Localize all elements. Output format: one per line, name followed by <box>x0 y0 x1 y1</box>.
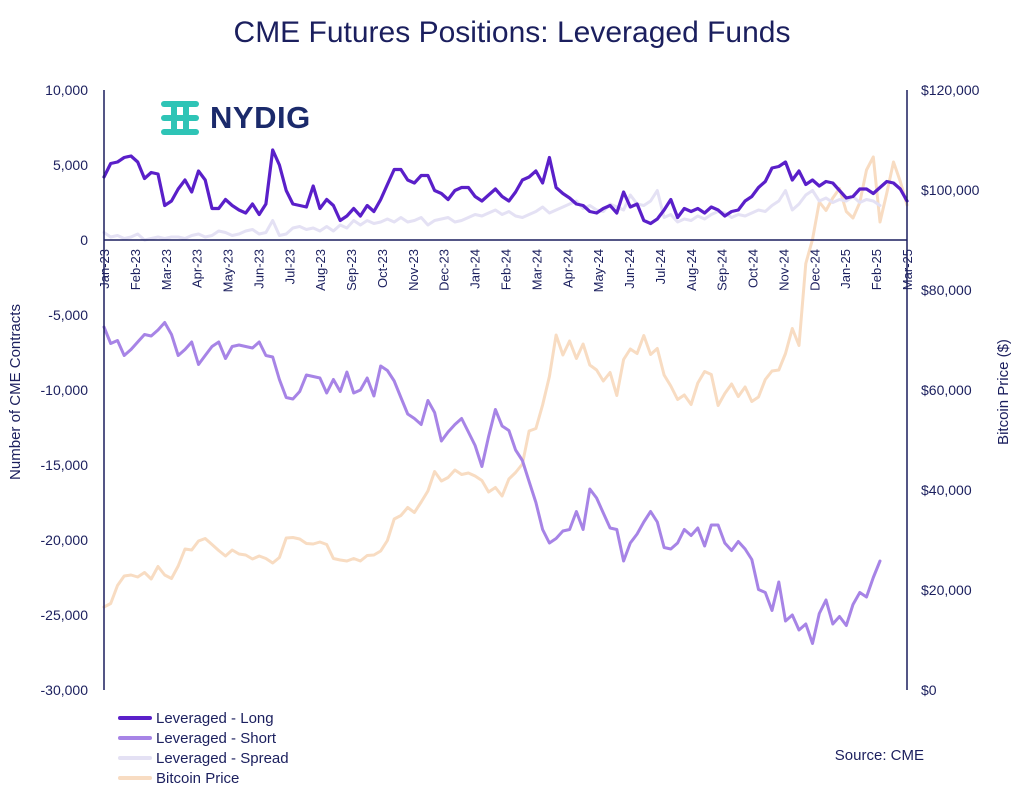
y-tick-label: -30,000 <box>41 682 89 698</box>
y-tick-label: -25,000 <box>41 607 89 623</box>
series-line-leveraged-short <box>102 321 882 645</box>
x-tick-label: Oct-23 <box>375 249 390 288</box>
series-line-leveraged-spread <box>102 189 882 242</box>
x-tick-label: May-24 <box>591 249 606 292</box>
y-axis-title: Number of CME Contracts <box>7 304 24 480</box>
y2-axis-title: Bitcoin Price ($) <box>995 339 1012 445</box>
y-tick-label: 10,000 <box>45 82 88 98</box>
nydig-logo: NYDIG <box>158 98 311 138</box>
x-tick-label: Feb-25 <box>869 249 884 290</box>
legend-swatch-short <box>118 736 152 740</box>
legend-item-short: Leveraged - Short <box>118 728 289 748</box>
x-tick-label: Aug-23 <box>313 249 328 291</box>
y2-tick-label: $100,000 <box>921 182 980 198</box>
x-tick-label: Mar-25 <box>900 249 915 290</box>
nydig-logo-icon <box>161 101 199 135</box>
x-tick-label: Feb-23 <box>128 249 143 290</box>
x-tick-label: Apr-23 <box>190 249 205 288</box>
x-tick-label: Nov-24 <box>776 249 791 291</box>
legend-swatch-spread <box>118 756 152 760</box>
x-tick-label: Apr-24 <box>560 249 575 288</box>
x-tick-label: Dec-23 <box>437 249 452 291</box>
legend-item-btc: Bitcoin Price <box>118 768 289 788</box>
y-tick-label: -5,000 <box>48 307 88 323</box>
y2-tick-label: $40,000 <box>921 482 972 498</box>
legend-swatch-btc <box>118 776 152 780</box>
x-tick-label: Jun-24 <box>622 249 637 289</box>
x-tick-label: Dec-24 <box>807 249 822 291</box>
y2-tick-label: $0 <box>921 682 937 698</box>
y2-tick-label: $80,000 <box>921 282 972 298</box>
x-tick-label: Mar-23 <box>159 249 174 290</box>
y-tick-label: -20,000 <box>41 532 89 548</box>
x-tick-label: Sep-23 <box>344 249 359 291</box>
y2-tick-label: $120,000 <box>921 82 980 98</box>
legend-label-spread: Leveraged - Spread <box>156 749 289 767</box>
legend-item-long: Leveraged - Long <box>118 708 289 728</box>
legend-label-short: Leveraged - Short <box>156 729 277 747</box>
x-tick-label: Nov-23 <box>406 249 421 291</box>
series-line-bitcoin-price <box>102 155 909 609</box>
y-tick-label: -10,000 <box>41 382 89 398</box>
y-tick-label: 0 <box>80 232 88 248</box>
legend-item-spread: Leveraged - Spread <box>118 748 289 768</box>
series-line-leveraged-long <box>102 148 909 226</box>
chart-title: CME Futures Positions: Leveraged Funds <box>233 16 791 49</box>
x-tick-label: May-23 <box>221 249 236 292</box>
x-tick-label: Jan-24 <box>468 249 483 289</box>
x-tick-label: Aug-24 <box>684 249 699 291</box>
x-tick-label: Jan-25 <box>838 249 853 289</box>
x-tick-label: Mar-24 <box>529 249 544 290</box>
logo-text: NYDIG <box>210 100 311 135</box>
y2-tick-label: $60,000 <box>921 382 972 398</box>
legend-swatch-long <box>118 716 152 720</box>
x-tick-label: Jun-23 <box>251 249 266 289</box>
y-tick-label: -15,000 <box>41 457 89 473</box>
x-tick-label: Sep-24 <box>715 249 730 291</box>
x-tick-label: Jul-23 <box>282 249 297 284</box>
x-tick-label: Jul-24 <box>653 249 668 284</box>
x-tick-label: Oct-24 <box>746 249 761 288</box>
y2-tick-label: $20,000 <box>921 582 972 598</box>
source-note: Source: CME <box>834 747 924 764</box>
chart-legend: Leveraged - Long Leveraged - Short Lever… <box>118 708 289 788</box>
y-tick-label: 5,000 <box>53 157 88 173</box>
legend-label-btc: Bitcoin Price <box>156 769 240 787</box>
legend-label-long: Leveraged - Long <box>156 709 274 727</box>
x-tick-label: Jan-23 <box>97 249 112 289</box>
x-tick-label: Feb-24 <box>499 249 514 290</box>
